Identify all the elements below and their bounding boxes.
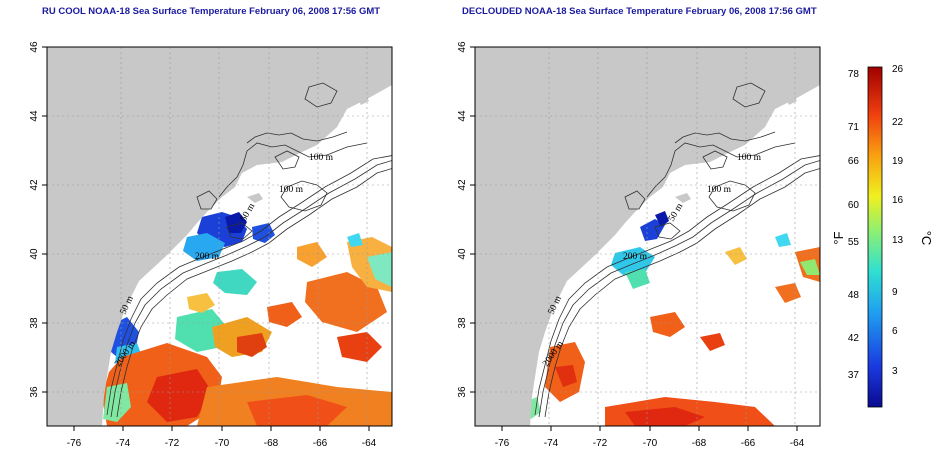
- right-x-tick-1: -76: [495, 438, 510, 449]
- celsius-tick-19: 19: [892, 156, 904, 167]
- right-sst-map: 100 m 100 m 50 m 200 m 50 m 2000 m: [475, 47, 820, 426]
- left-sst-patches: [102, 212, 392, 426]
- left-x-tick-2: -74: [116, 438, 131, 449]
- celsius-tick-16: 16: [892, 195, 904, 206]
- fahrenheit-tick-55: 55: [848, 237, 860, 248]
- left-map-frame: [46, 46, 393, 427]
- left-y-tick-6: 36: [29, 386, 40, 398]
- fahrenheit-tick-48: 48: [848, 290, 860, 301]
- right-map-frame: [474, 46, 821, 427]
- colorbar: 26 22 19 16 13 9 6 3 78 71 66 60 55 48 4…: [831, 64, 934, 408]
- left-y-tick-1: 46: [29, 41, 40, 53]
- left-x-tick-7: -64: [362, 438, 377, 449]
- right-x-tick-6: -66: [741, 438, 756, 449]
- right-contour-label-2: 100 m: [707, 185, 732, 195]
- celsius-tick-3: 3: [892, 366, 898, 377]
- left-y-tick-2: 44: [29, 110, 40, 122]
- right-contour-label-1: 100 m: [737, 153, 762, 163]
- celsius-tick-26: 26: [892, 64, 904, 75]
- right-y-tick-2: 44: [457, 110, 468, 122]
- fahrenheit-unit-label: °F: [831, 231, 846, 244]
- fahrenheit-tick-42: 42: [848, 333, 860, 344]
- left-contour-label-4: 200 m: [195, 252, 220, 262]
- fahrenheit-tick-66: 66: [848, 156, 860, 167]
- left-y-tick-5: 38: [29, 317, 40, 329]
- left-y-tick-4: 40: [29, 248, 40, 260]
- right-y-tick-6: 36: [457, 386, 468, 398]
- celsius-tick-9: 9: [892, 287, 898, 298]
- right-x-tick-5: -68: [692, 438, 707, 449]
- right-y-tick-5: 38: [457, 317, 468, 329]
- left-x-tick-1: -76: [67, 438, 82, 449]
- left-x-tick-6: -66: [313, 438, 328, 449]
- celsius-unit-label: °C: [919, 231, 934, 246]
- right-y-tick-3: 42: [457, 179, 468, 191]
- right-x-tick-7: -64: [790, 438, 805, 449]
- left-contour-label-1: 100 m: [309, 153, 334, 163]
- fahrenheit-tick-60: 60: [848, 200, 860, 211]
- fahrenheit-tick-71: 71: [848, 122, 860, 133]
- left-y-axis: 46 44 42 40 38 36: [29, 41, 47, 398]
- left-contour-label-2: 100 m: [279, 185, 304, 195]
- right-x-tick-4: -70: [643, 438, 658, 449]
- celsius-tick-13: 13: [892, 235, 904, 246]
- celsius-tick-6: 6: [892, 326, 898, 337]
- left-map-title: RU COOL NOAA-18 Sea Surface Temperature …: [42, 6, 381, 17]
- right-y-tick-4: 40: [457, 248, 468, 260]
- fahrenheit-tick-37: 37: [848, 370, 860, 381]
- colorbar-celsius-ticks: 26 22 19 16 13 9 6 3: [892, 64, 904, 377]
- right-x-axis: -76 -74 -72 -70 -68 -66 -64: [495, 426, 805, 449]
- left-x-axis: -76 -74 -72 -70 -68 -66 -64: [67, 426, 377, 449]
- left-x-tick-4: -70: [215, 438, 230, 449]
- right-y-axis: 46 44 42 40 38 36: [457, 41, 475, 398]
- celsius-tick-22: 22: [892, 117, 904, 128]
- colorbar-fahrenheit-ticks: 78 71 66 60 55 48 42 37: [848, 69, 860, 381]
- left-sst-map: 100 m 100 m 50 m 200 m 50 m 2000 m: [47, 47, 392, 426]
- right-x-tick-3: -72: [593, 438, 608, 449]
- right-contour-label-4: 200 m: [623, 252, 648, 262]
- right-map-title: DECLOUDED NOAA-18 Sea Surface Temperatur…: [462, 6, 817, 17]
- right-x-tick-2: -74: [544, 438, 559, 449]
- right-y-tick-1: 46: [457, 41, 468, 53]
- left-x-tick-3: -72: [165, 438, 180, 449]
- colorbar-gradient: [867, 66, 883, 408]
- left-x-tick-5: -68: [264, 438, 279, 449]
- fahrenheit-tick-78: 78: [848, 69, 860, 80]
- left-y-tick-3: 42: [29, 179, 40, 191]
